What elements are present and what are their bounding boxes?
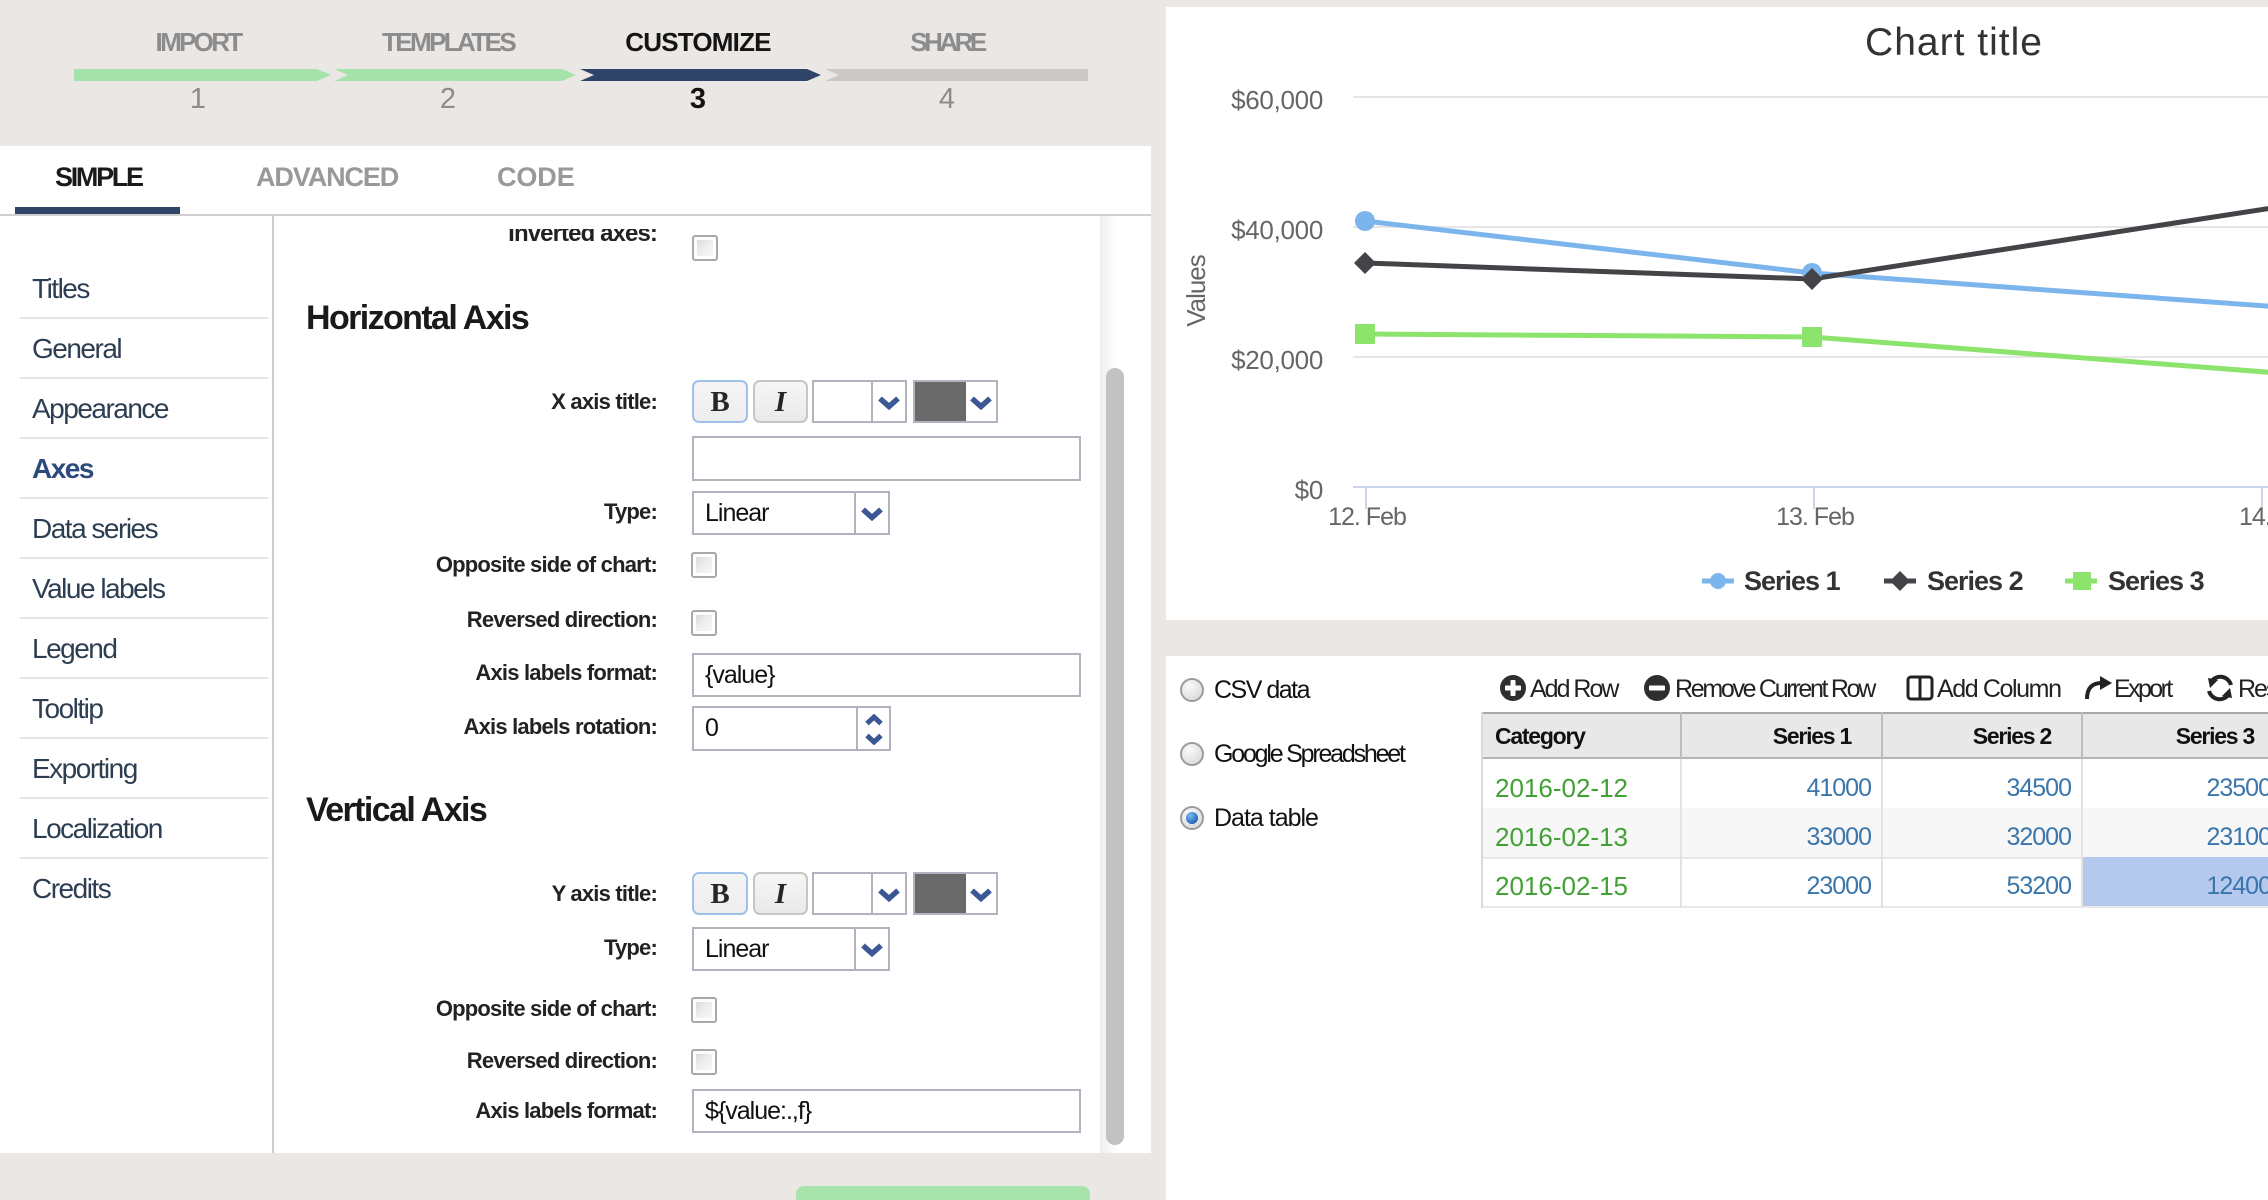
svg-text:Values: Values [1181,254,1211,327]
svg-text:$20,000: $20,000 [1231,345,1323,375]
svg-text:Series 2: Series 2 [1927,566,2023,596]
svg-text:13. Feb: 13. Feb [1776,503,1854,531]
svg-text:Series 1: Series 1 [1744,566,1841,596]
svg-text:Series 3: Series 3 [2108,566,2205,596]
svg-text:12. Feb: 12. Feb [1328,503,1406,531]
svg-text:$0: $0 [1295,475,1323,505]
svg-text:Chart title: Chart title [1865,21,2043,64]
svg-text:14. Feb: 14. Feb [2239,503,2268,531]
svg-text:$40,000: $40,000 [1231,215,1323,245]
svg-text:$60,000: $60,000 [1231,85,1323,115]
